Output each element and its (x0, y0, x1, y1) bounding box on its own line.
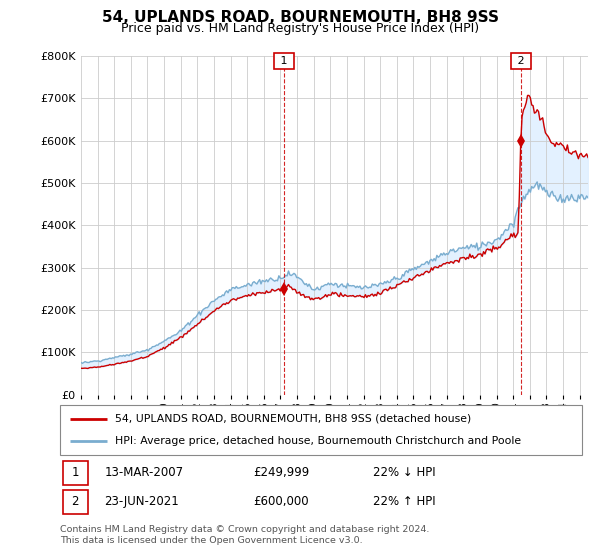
Text: 2: 2 (514, 56, 528, 66)
Text: 1: 1 (71, 466, 79, 479)
Text: 1: 1 (277, 56, 291, 66)
FancyBboxPatch shape (62, 490, 88, 514)
Text: £600,000: £600,000 (253, 495, 309, 508)
Text: 22% ↓ HPI: 22% ↓ HPI (373, 466, 436, 479)
Text: 54, UPLANDS ROAD, BOURNEMOUTH, BH8 9SS: 54, UPLANDS ROAD, BOURNEMOUTH, BH8 9SS (101, 10, 499, 25)
Text: Contains HM Land Registry data © Crown copyright and database right 2024.
This d: Contains HM Land Registry data © Crown c… (60, 525, 430, 545)
Text: HPI: Average price, detached house, Bournemouth Christchurch and Poole: HPI: Average price, detached house, Bour… (115, 436, 521, 446)
Text: 13-MAR-2007: 13-MAR-2007 (104, 466, 184, 479)
FancyBboxPatch shape (62, 461, 88, 484)
Text: 23-JUN-2021: 23-JUN-2021 (104, 495, 179, 508)
Text: £249,999: £249,999 (253, 466, 310, 479)
Text: 2: 2 (71, 495, 79, 508)
Text: Price paid vs. HM Land Registry's House Price Index (HPI): Price paid vs. HM Land Registry's House … (121, 22, 479, 35)
Text: 22% ↑ HPI: 22% ↑ HPI (373, 495, 436, 508)
Text: 54, UPLANDS ROAD, BOURNEMOUTH, BH8 9SS (detached house): 54, UPLANDS ROAD, BOURNEMOUTH, BH8 9SS (… (115, 414, 471, 424)
